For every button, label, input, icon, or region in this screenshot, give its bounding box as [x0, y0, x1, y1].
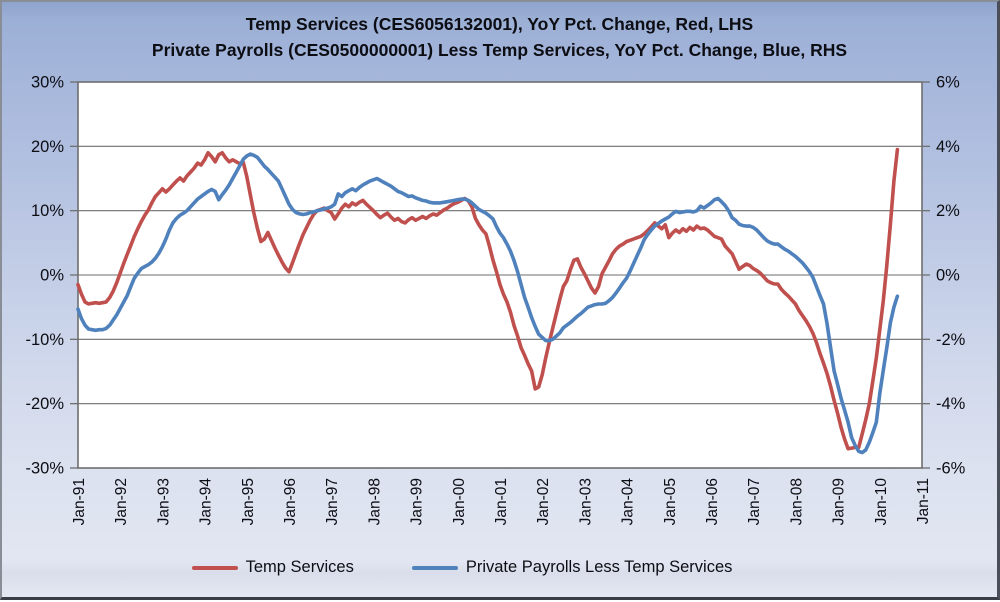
left-axis-label: 0% — [40, 267, 64, 285]
x-axis-label: Jan-03 — [577, 478, 594, 525]
temp-services-line-swatch — [191, 565, 238, 570]
x-axis-label: Jan-09 — [831, 478, 848, 525]
x-axis-label: Jan-92 — [113, 478, 130, 525]
x-axis-label: Jan-10 — [873, 478, 890, 526]
right-axis-label: -2% — [936, 331, 966, 349]
right-axis-label: 0% — [936, 267, 960, 285]
x-axis-label: Jan-02 — [535, 478, 552, 525]
x-axis-label: Jan-08 — [788, 478, 805, 525]
x-axis-label: Jan-06 — [704, 478, 721, 525]
x-axis-label: Jan-04 — [620, 478, 637, 526]
legend-item-private-payrolls: Private Payrolls Less Temp Services — [411, 558, 733, 577]
x-axis-label: Jan-93 — [155, 478, 172, 525]
left-axis-label: 10% — [31, 202, 64, 220]
x-axis-label: Jan-99 — [409, 478, 426, 525]
legend-label-private-payrolls: Private Payrolls Less Temp Services — [465, 558, 733, 576]
x-axis-label: Jan-11 — [915, 478, 932, 524]
x-axis-label: Jan-00 — [451, 478, 468, 526]
x-axis-label: Jan-96 — [282, 478, 299, 525]
private-payrolls-line-swatch — [411, 565, 458, 570]
private-payrolls-line — [76, 152, 900, 455]
x-axis-label: Jan-94 — [198, 478, 215, 526]
right-axis-label: 6% — [936, 74, 960, 92]
x-axis-label: Jan-07 — [746, 478, 763, 525]
x-axis-label: Jan-98 — [366, 478, 383, 525]
right-axis-label: -6% — [936, 460, 966, 478]
right-axis-label: 4% — [936, 138, 960, 156]
left-axis-label: 30% — [31, 74, 64, 92]
chart-title-line1: Temp Services (CES6056132001), YoY Pct. … — [245, 14, 754, 34]
x-axis-label: Jan-01 — [493, 478, 510, 525]
temp-services-line — [76, 147, 900, 451]
chart-legend: Temp Services Private Payrolls Less Temp… — [2, 558, 922, 577]
legend-item-temp-services: Temp Services — [191, 558, 354, 577]
right-axis-label: -4% — [936, 395, 966, 413]
x-axis-label: Jan-91 — [71, 478, 88, 525]
chart-title: Temp Services (CES6056132001), YoY Pct. … — [2, 11, 997, 64]
x-axis-label: Jan-97 — [324, 478, 341, 525]
left-axis-label: -10% — [25, 331, 64, 349]
chart-title-line2: Private Payrolls (CES0500000001) Less Te… — [151, 40, 848, 61]
legend-label-temp-services: Temp Services — [245, 558, 354, 576]
left-axis-label: -20% — [25, 395, 64, 413]
x-axis-label: Jan-05 — [662, 478, 679, 525]
x-axis-label: Jan-95 — [240, 478, 257, 525]
right-axis-label: 2% — [936, 202, 960, 220]
left-axis-label: 20% — [31, 138, 64, 156]
left-axis-label: -30% — [25, 460, 64, 478]
